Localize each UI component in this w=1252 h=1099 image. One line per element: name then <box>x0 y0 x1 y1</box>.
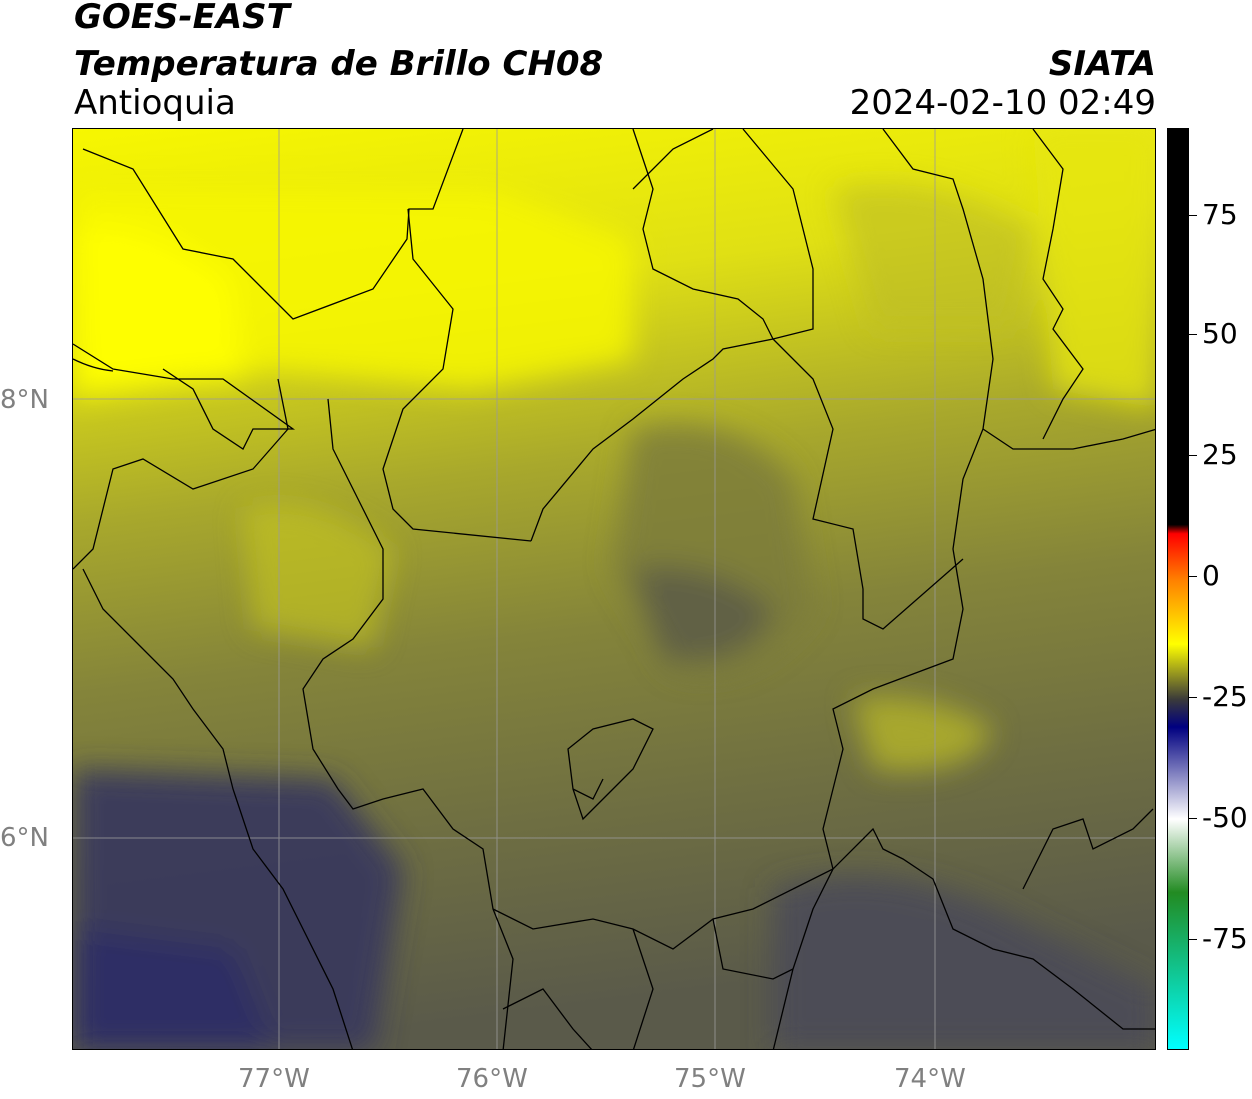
lon-label-74w: 74°W <box>894 1064 966 1094</box>
lon-label-76w: 76°W <box>456 1064 528 1094</box>
coastline-uraba <box>73 343 296 450</box>
cloud-patches <box>73 129 1155 1049</box>
colorbar-tick-50 <box>1189 334 1197 335</box>
colorbar-label-minus75: -75 <box>1202 922 1248 955</box>
border-sucre-north <box>632 129 714 190</box>
border-cordoba-west <box>382 208 532 542</box>
border-bolivar-west <box>742 129 814 340</box>
lon-label-75w: 75°W <box>674 1064 746 1094</box>
border-medellin-metro <box>567 718 654 821</box>
coastline-north <box>82 129 464 320</box>
title-product: Temperatura de Brillo CH08 <box>74 44 604 84</box>
colorbar-label-minus25: -25 <box>1202 680 1248 713</box>
border-choco-west <box>82 568 354 1049</box>
colorbar-tick-0 <box>1189 576 1197 577</box>
cloud-patch-bright-coast <box>73 224 243 389</box>
cloud-patch-west-light <box>243 504 393 649</box>
colorbar <box>1167 128 1189 1050</box>
border-medellin-inner <box>572 778 604 800</box>
boundaries <box>73 129 1155 1049</box>
colorbar-label-50: 50 <box>1202 317 1238 350</box>
border-cesar <box>1032 129 1084 440</box>
cloud-patch-center-dark <box>633 567 773 661</box>
border-boyaca <box>792 827 1155 1030</box>
organization-label: SIATA <box>1048 44 1156 84</box>
colorbar-label-25: 25 <box>1202 438 1238 471</box>
graticule <box>73 129 1155 1049</box>
border-caldas-north <box>492 888 794 950</box>
lat-label-6n: 6°N <box>0 823 49 853</box>
coast-gulf <box>73 378 289 570</box>
colorbar-label-75: 75 <box>1202 198 1238 231</box>
colorbar-tick-75 <box>1189 215 1197 216</box>
title-satellite: GOES-EAST <box>74 0 290 37</box>
border-bolivar-south <box>772 338 964 630</box>
border-santander-north <box>982 428 1155 450</box>
colorbar-tick-minus25 <box>1189 697 1197 698</box>
cloud-patch-ne <box>1033 129 1155 409</box>
colorbar-tick-minus75 <box>1189 939 1197 940</box>
cloud-patch-north-olive <box>833 184 1033 329</box>
lat-label-8n: 8°N <box>0 385 49 415</box>
colorbar-label-minus50: -50 <box>1202 801 1248 834</box>
colorbar-tick-minus50 <box>1189 818 1197 819</box>
colorbar-label-0: 0 <box>1202 559 1220 592</box>
border-santander-south <box>1022 808 1154 890</box>
subtitle-region: Antioquia <box>74 83 236 123</box>
map-canvas <box>73 129 1155 1049</box>
cloud-patch-east-light <box>853 697 993 771</box>
cloud-patch-sw-coldest <box>73 929 273 1049</box>
satellite-map <box>72 128 1156 1050</box>
cloud-patch-se-cold <box>773 875 1155 1049</box>
border-antioquia-west <box>302 398 514 1049</box>
colorbar-tick-25 <box>1189 455 1197 456</box>
lon-label-77w: 77°W <box>238 1064 310 1094</box>
border-risaralda <box>502 988 593 1049</box>
coastline-islet <box>73 358 114 372</box>
border-caldas-mid <box>632 928 654 1049</box>
border-caldas-east <box>712 918 794 980</box>
timestamp-label: 2024-02-10 02:49 <box>849 83 1156 123</box>
